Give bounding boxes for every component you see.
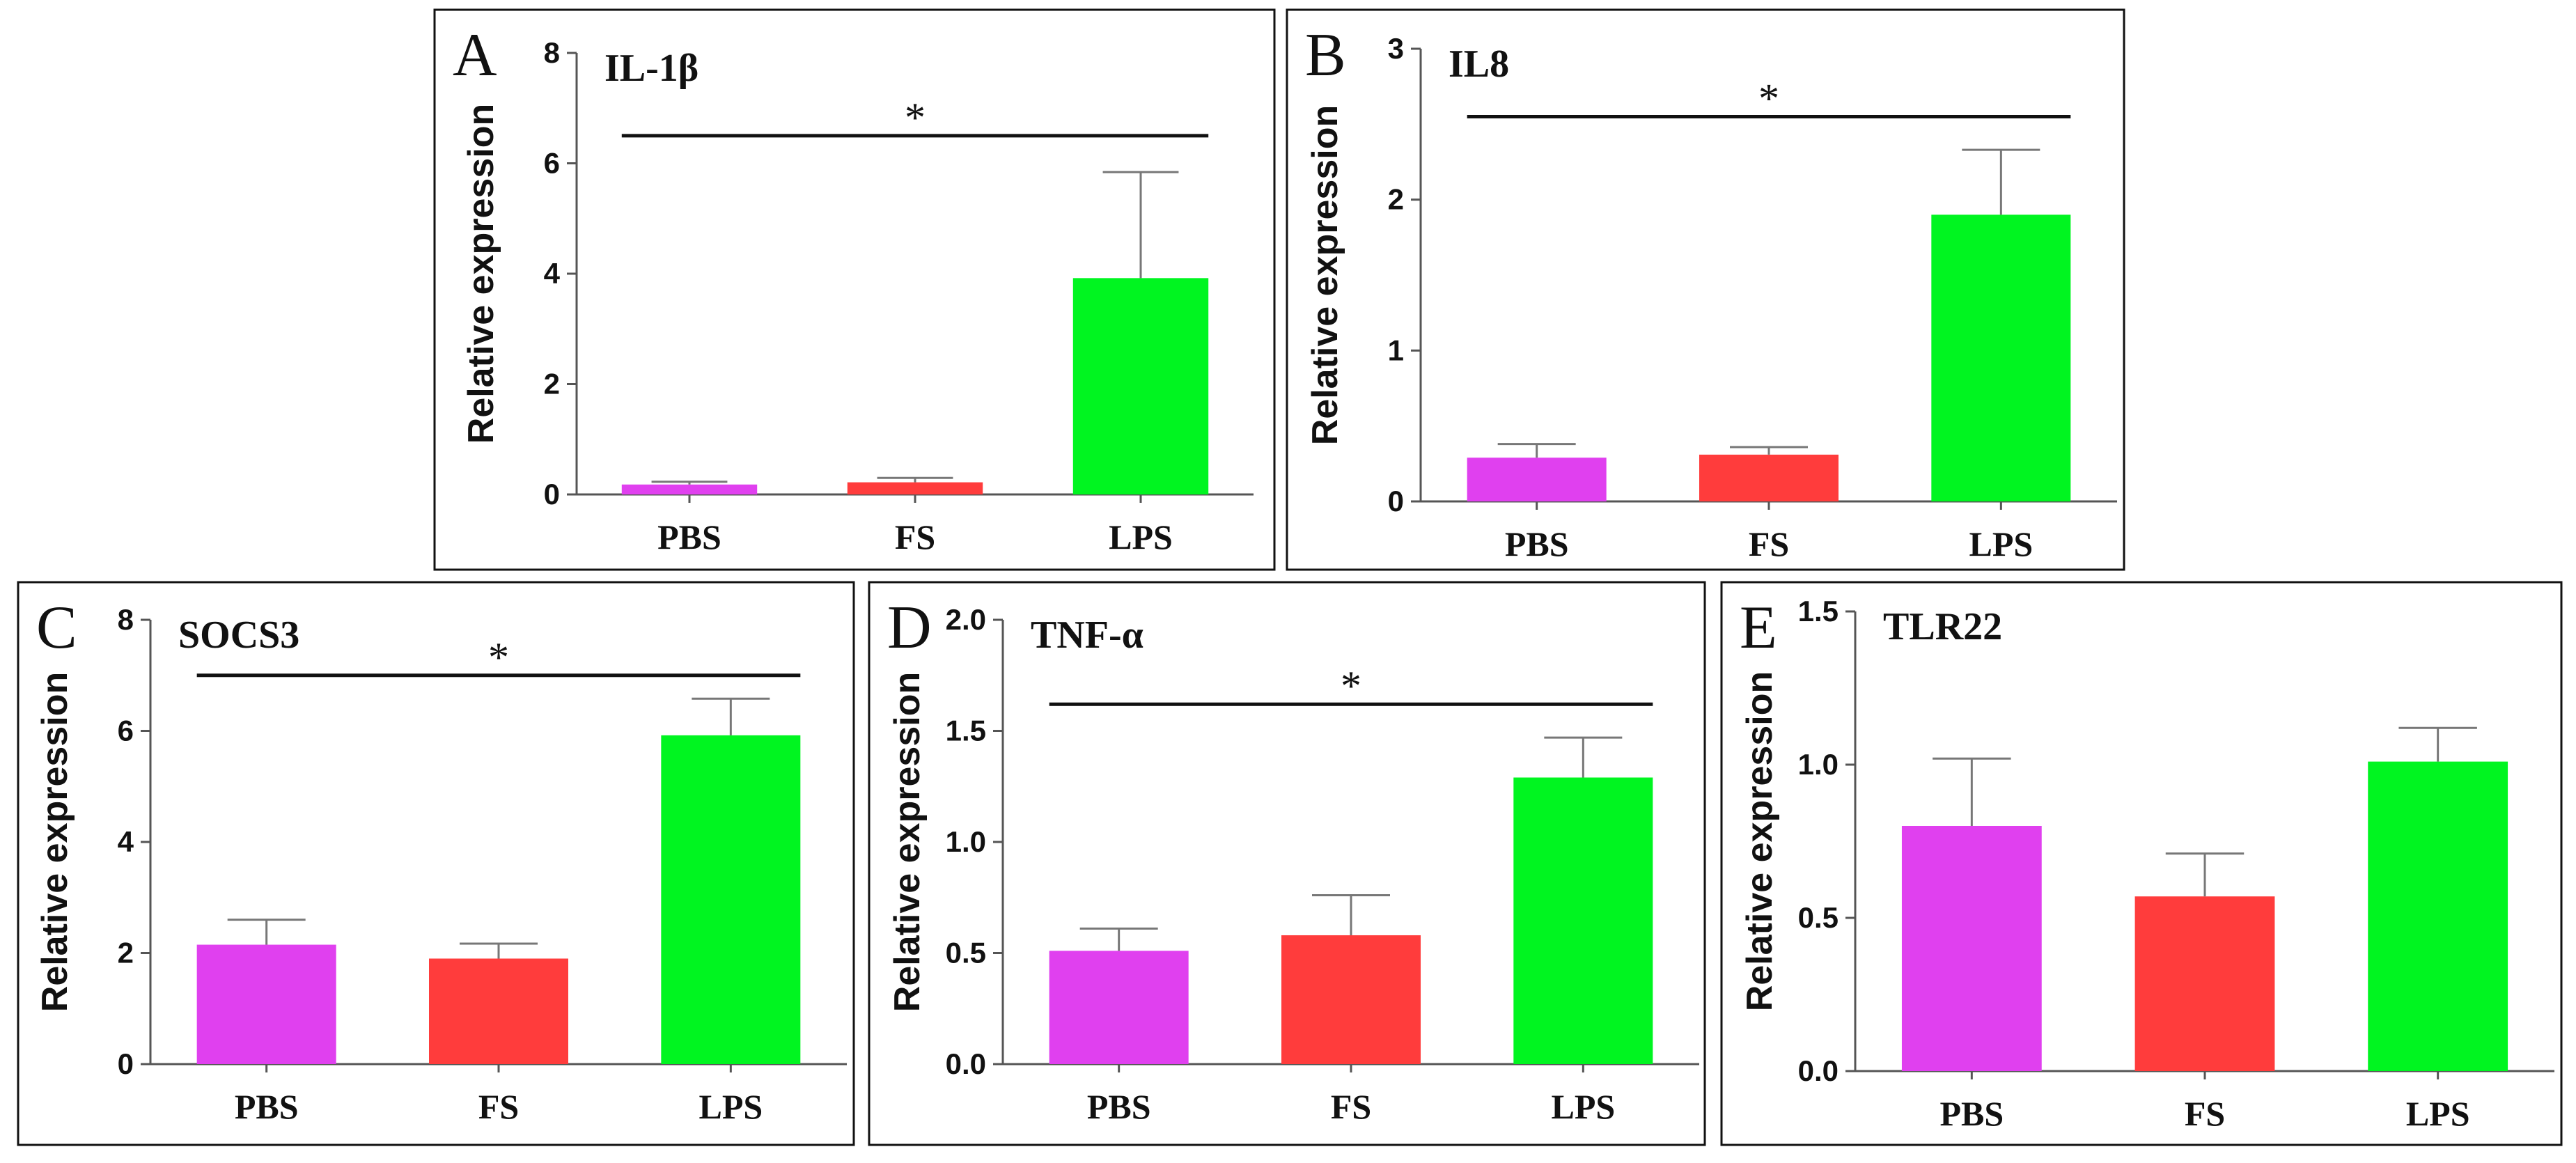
panel-b-ytick-label: 3 [1388, 32, 1404, 65]
panel-a-ytick-label: 2 [544, 368, 560, 400]
panel-b-xtick-label: PBS [1505, 524, 1569, 563]
panel-b-bar-pbs [1467, 458, 1607, 501]
panel-b-bar-fs [1699, 454, 1839, 501]
panel-c-ytick-label: 2 [118, 937, 134, 969]
panel-c-ylabel: Relative expression [35, 672, 75, 1012]
panel-e-bar-lps [2368, 761, 2508, 1071]
panel-d-bar-lps [1513, 777, 1653, 1064]
panel-d-ylabel: Relative expression [887, 672, 928, 1012]
panel-e-ytick-label: 1.0 [1798, 748, 1839, 781]
panel-b-title: IL8 [1449, 42, 1509, 86]
panel-c-xtick-label: PBS [235, 1087, 299, 1126]
panel-a-ytick-label: 0 [544, 478, 560, 510]
panel-b-frame [1286, 8, 2125, 571]
panel-a-bar-lps [1072, 278, 1209, 494]
panel-d-xtick-label: FS [1331, 1087, 1371, 1126]
panel-e-title: TLR22 [1883, 605, 2002, 648]
panel-b-ylabel: Relative expression [1305, 105, 1345, 445]
panel-d-xtick-label: LPS [1551, 1087, 1615, 1126]
panel-a-ytick-label: 6 [544, 147, 560, 180]
panel-c-letter: C [36, 594, 77, 662]
panel-e-frame [1720, 581, 2563, 1146]
panel-e-letter: E [1740, 594, 1777, 662]
panel-a-title: IL-1β [604, 47, 698, 90]
panel-e-bar-pbs [1901, 826, 2042, 1071]
panel-b-ytick-label: 1 [1388, 334, 1404, 366]
panel-a-xtick-label: PBS [657, 517, 721, 556]
panel-e-ytick-label: 0.0 [1798, 1054, 1839, 1087]
panel-e-ytick-label: 0.5 [1798, 901, 1839, 934]
panel-a-frame [433, 8, 1276, 571]
panel-e-ytick-label: 1.5 [1798, 595, 1839, 627]
panel-c-ytick-label: 8 [118, 603, 134, 636]
panel-a-ytick-label: 4 [544, 257, 561, 290]
panel-e-ylabel: Relative expression [1740, 671, 1780, 1011]
panel-d-frame [868, 581, 1706, 1146]
panel-c-title: SOCS3 [178, 614, 299, 657]
panel-b-ytick-label: 2 [1388, 183, 1404, 216]
panel-a-bar-pbs [621, 484, 758, 494]
panel-a-ytick-label: 8 [544, 36, 560, 69]
panel-b-xtick-label: LPS [1969, 524, 2033, 563]
panel-b-ytick-label: 0 [1388, 485, 1404, 517]
panel-e-xtick-label: LPS [2406, 1094, 2470, 1133]
panel-d-xtick-label: PBS [1087, 1087, 1151, 1126]
panel-a-significance-star: * [905, 95, 926, 141]
panel-a-ylabel: Relative expression [461, 104, 501, 444]
panel-b-letter: B [1305, 22, 1346, 89]
panel-c-ytick-label: 0 [118, 1047, 134, 1080]
panel-a-xtick-label: FS [895, 517, 935, 556]
panel-d-ytick-label: 2.0 [946, 603, 986, 636]
panel-d-bar-pbs [1049, 951, 1189, 1064]
panel-c-ytick-label: 4 [118, 825, 134, 858]
panel-c-xtick-label: FS [478, 1087, 519, 1126]
panel-a-bar-fs [847, 482, 983, 494]
panel-c-ytick-label: 6 [118, 715, 134, 747]
panel-b-bar-lps [1931, 214, 2071, 501]
panel-d-bar-fs [1281, 935, 1421, 1064]
panel-e-bar-fs [2134, 896, 2275, 1071]
panel-d-letter: D [887, 594, 932, 662]
panel-c-bar-pbs [196, 944, 336, 1064]
panel-c-frame [17, 581, 855, 1146]
panel-d-ytick-label: 0.0 [946, 1047, 986, 1080]
panel-c-xtick-label: LPS [698, 1087, 763, 1126]
panel-c-bar-fs [429, 958, 568, 1064]
panel-d-ytick-label: 1.5 [946, 715, 986, 747]
panel-a-letter: A [453, 22, 497, 89]
panel-b-xtick-label: FS [1749, 524, 1789, 563]
panel-b-significance-star: * [1758, 76, 1779, 122]
panel-d-ytick-label: 0.5 [946, 937, 986, 969]
panel-d-significance-star: * [1341, 663, 1361, 709]
panel-d-title: TNF-α [1031, 614, 1143, 657]
panel-a-xtick-label: LPS [1109, 517, 1173, 556]
panel-e-xtick-label: FS [2185, 1094, 2225, 1133]
panel-e-xtick-label: PBS [1939, 1094, 2004, 1133]
panel-c-significance-star: * [488, 634, 509, 680]
panel-d-ytick-label: 1.0 [946, 825, 986, 858]
panel-c-bar-lps [661, 735, 801, 1064]
